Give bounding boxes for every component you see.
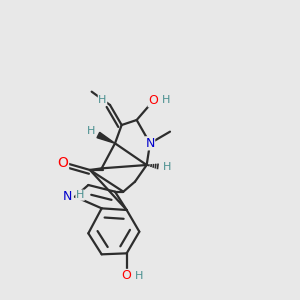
Text: O: O: [122, 269, 132, 282]
Text: H: H: [76, 190, 84, 200]
Text: H: H: [162, 95, 170, 105]
Text: O: O: [148, 94, 158, 107]
Text: N: N: [145, 137, 155, 150]
Text: O: O: [58, 156, 68, 170]
Text: H: H: [135, 271, 143, 281]
Polygon shape: [97, 132, 115, 143]
Text: H: H: [162, 162, 171, 172]
Text: H: H: [87, 126, 95, 136]
Text: N: N: [63, 190, 72, 203]
Text: H: H: [98, 94, 107, 105]
